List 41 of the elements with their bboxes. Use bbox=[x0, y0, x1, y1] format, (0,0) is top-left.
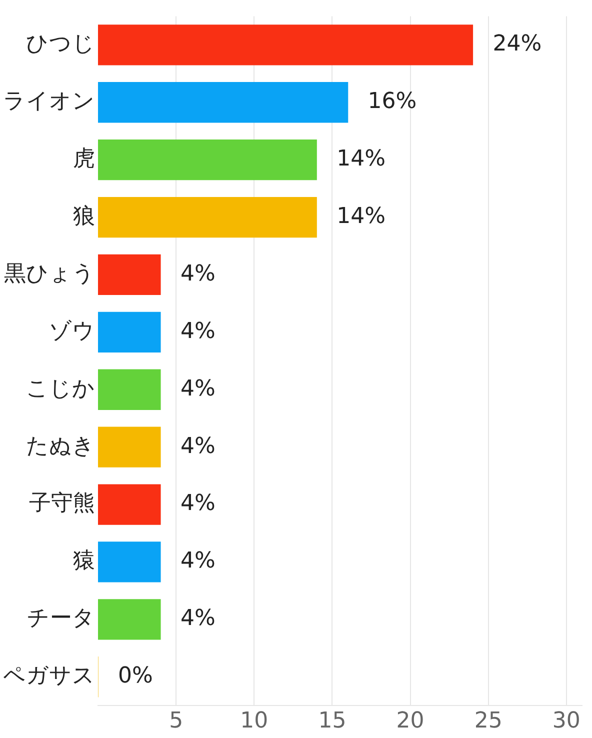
data-label: 24% bbox=[492, 32, 542, 57]
y-tick-label: 狼 bbox=[73, 204, 95, 229]
bar bbox=[98, 254, 161, 296]
y-tick-label: たぬき bbox=[26, 434, 95, 459]
data-label: 4% bbox=[180, 376, 216, 402]
bar bbox=[98, 542, 161, 582]
data-label: 4% bbox=[180, 491, 216, 516]
y-tick-label: ライオン bbox=[3, 89, 95, 114]
bar bbox=[98, 312, 161, 353]
bar bbox=[98, 82, 348, 123]
data-label: 4% bbox=[180, 318, 216, 344]
data-label: 0% bbox=[118, 664, 153, 689]
data-label: 4% bbox=[180, 548, 216, 574]
y-tick-label: ひつじ bbox=[26, 32, 95, 57]
data-label: 4% bbox=[180, 434, 216, 459]
x-tick-label: 25 bbox=[474, 708, 502, 734]
bar bbox=[98, 139, 317, 180]
y-tick-label: 猿 bbox=[73, 548, 95, 574]
y-tick-label: こじか bbox=[26, 376, 95, 402]
bar bbox=[98, 426, 161, 468]
bar bbox=[98, 196, 317, 238]
y-tick-label: 子守熊 bbox=[29, 491, 95, 516]
y-tick-label: 黒ひょう bbox=[4, 261, 95, 286]
bar bbox=[98, 369, 161, 410]
x-tick-label: 15 bbox=[318, 708, 346, 734]
data-label: 14% bbox=[336, 204, 386, 229]
y-tick-label: 虎 bbox=[73, 146, 95, 172]
bar bbox=[98, 24, 474, 66]
data-label: 16% bbox=[368, 89, 417, 114]
y-tick-label: チータ bbox=[27, 606, 95, 632]
x-tick-label: 5 bbox=[169, 708, 184, 734]
x-tick-label: 20 bbox=[396, 708, 424, 734]
data-label: 4% bbox=[180, 606, 216, 632]
bar bbox=[98, 484, 161, 525]
data-label: 4% bbox=[180, 261, 216, 286]
y-tick-label: ペガサス bbox=[3, 664, 95, 689]
x-tick-label: 30 bbox=[552, 708, 580, 734]
y-tick-label: ゾウ bbox=[49, 318, 95, 344]
x-tick-label: 10 bbox=[240, 708, 268, 734]
bar bbox=[98, 599, 161, 640]
data-label: 14% bbox=[336, 146, 386, 172]
